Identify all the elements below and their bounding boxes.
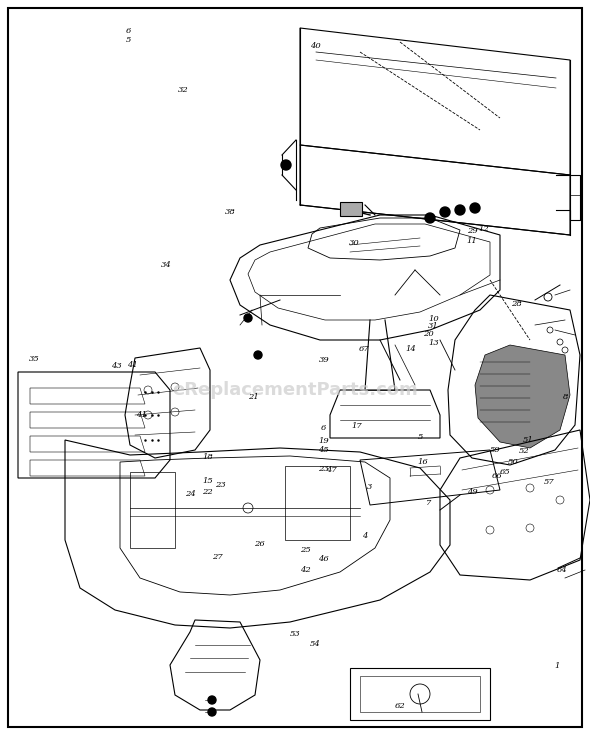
Text: 27: 27 <box>212 553 222 561</box>
Text: 67: 67 <box>359 345 370 353</box>
Text: 6: 6 <box>320 424 326 431</box>
Text: 39: 39 <box>319 356 330 364</box>
Text: 40: 40 <box>310 42 321 49</box>
Text: 23: 23 <box>318 465 329 473</box>
Text: 47: 47 <box>326 467 337 474</box>
Bar <box>340 202 362 216</box>
Circle shape <box>244 314 252 322</box>
Polygon shape <box>475 345 570 448</box>
Text: 6: 6 <box>126 27 132 35</box>
Text: 19: 19 <box>318 437 329 445</box>
Text: 31: 31 <box>428 323 439 330</box>
Text: 4: 4 <box>362 532 368 539</box>
Text: 50: 50 <box>508 458 519 465</box>
Text: 5: 5 <box>126 37 132 44</box>
Text: 62: 62 <box>395 702 405 709</box>
Text: 49: 49 <box>467 489 477 496</box>
Circle shape <box>455 205 465 215</box>
Text: 24: 24 <box>185 490 195 498</box>
Text: 8: 8 <box>562 393 568 401</box>
Circle shape <box>254 351 262 359</box>
Text: 46: 46 <box>318 555 329 562</box>
Text: 18: 18 <box>202 453 213 461</box>
Text: 59: 59 <box>490 446 501 453</box>
Text: 17: 17 <box>351 423 362 430</box>
Text: 25: 25 <box>300 546 311 553</box>
Text: 32: 32 <box>178 86 188 93</box>
Text: eReplacementParts.com: eReplacementParts.com <box>172 381 418 399</box>
Text: 34: 34 <box>161 261 172 268</box>
Text: 10: 10 <box>428 315 439 323</box>
Text: 7: 7 <box>425 500 431 507</box>
Text: 30: 30 <box>349 239 359 246</box>
Text: 52: 52 <box>519 448 529 455</box>
Text: 3: 3 <box>366 483 372 490</box>
Circle shape <box>281 160 291 170</box>
Circle shape <box>425 213 435 223</box>
Text: 11: 11 <box>467 237 477 245</box>
Text: 42: 42 <box>300 566 311 573</box>
Text: 64: 64 <box>556 566 567 573</box>
Circle shape <box>440 207 450 217</box>
Circle shape <box>208 696 216 704</box>
Text: 1: 1 <box>555 662 560 670</box>
Text: 65: 65 <box>500 468 510 476</box>
Text: 45: 45 <box>318 446 329 453</box>
Text: 26: 26 <box>254 540 265 548</box>
Circle shape <box>470 203 480 213</box>
Text: 22: 22 <box>202 489 213 496</box>
Text: 20: 20 <box>423 331 434 338</box>
Text: 21: 21 <box>248 393 259 401</box>
Text: 5: 5 <box>417 433 423 440</box>
Text: 54: 54 <box>310 640 321 648</box>
Text: 14: 14 <box>406 345 417 353</box>
Text: 23: 23 <box>215 481 225 489</box>
Text: 16: 16 <box>417 458 428 465</box>
Text: 53: 53 <box>290 630 300 637</box>
Text: 38: 38 <box>225 208 235 215</box>
Text: 15: 15 <box>202 477 213 484</box>
Text: 66: 66 <box>491 473 502 480</box>
Text: 35: 35 <box>29 355 40 362</box>
Text: 57: 57 <box>543 478 554 486</box>
Text: 43: 43 <box>112 362 122 370</box>
Text: 29: 29 <box>467 227 477 234</box>
Text: 12: 12 <box>478 226 489 233</box>
Text: 41: 41 <box>127 361 138 368</box>
Text: 51: 51 <box>523 436 533 443</box>
Text: 28: 28 <box>511 301 522 308</box>
Text: 41: 41 <box>136 411 147 418</box>
Circle shape <box>208 708 216 716</box>
Text: 13: 13 <box>428 340 439 347</box>
